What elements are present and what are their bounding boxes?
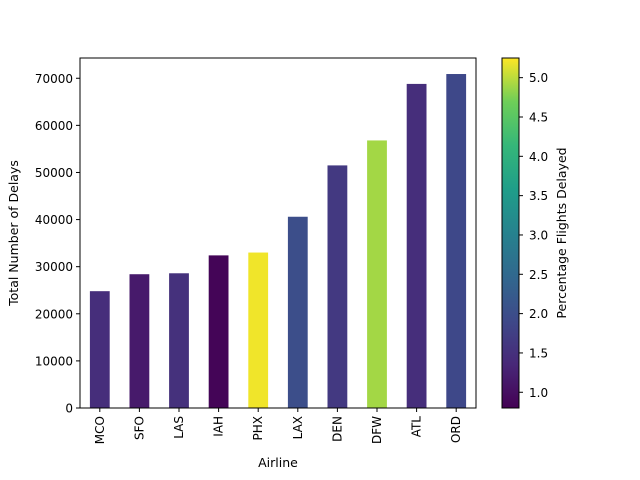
colorbar-tick-label: 5.0 xyxy=(529,71,548,85)
axes-frame xyxy=(79,57,477,409)
colorbar-tick-label: 2.5 xyxy=(529,268,548,282)
bar-mco xyxy=(89,291,110,408)
colorbar-tick-label: 1.0 xyxy=(529,386,548,400)
colorbar-tick-label: 4.0 xyxy=(529,150,548,164)
y-tick-label: 30000 xyxy=(35,260,73,274)
y-tick-label: 20000 xyxy=(35,307,73,321)
bars-group xyxy=(89,74,467,409)
bar-sfo xyxy=(129,274,150,408)
colorbar-tick-label: 3.5 xyxy=(529,189,548,203)
y-tick-label: 60000 xyxy=(35,119,73,133)
x-tick-label: ATL xyxy=(410,416,424,438)
plot-area xyxy=(79,57,477,409)
x-tick-label: DEN xyxy=(330,416,344,442)
colorbar-tick-label: 3.0 xyxy=(529,228,548,242)
colorbar-gradient xyxy=(501,57,520,409)
bar-lax xyxy=(287,216,308,408)
bar-iah xyxy=(208,255,229,408)
y-axis-label: Total Number of Delays xyxy=(6,160,21,307)
colorbar-label: Percentage Flights Delayed xyxy=(554,147,569,318)
colorbar: 1.0 1.5 2.0 2.5 3.0 3.5 4.0 4.5 5.0 Percentage F… xyxy=(501,57,569,409)
colorbar-tick-label: 4.5 xyxy=(529,110,548,124)
bar-ord xyxy=(446,74,467,409)
bar-phx xyxy=(248,252,269,408)
y-tick-label: 40000 xyxy=(35,213,73,227)
x-tick-label: PHX xyxy=(251,416,265,440)
y-tick-label: 50000 xyxy=(35,166,73,180)
bar-dfw xyxy=(367,140,387,408)
y-tick-label: 0 xyxy=(65,402,73,416)
colorbar-tick-label: 1.5 xyxy=(529,346,548,360)
y-tick-label: 70000 xyxy=(35,72,73,86)
x-tick-label: DFW xyxy=(370,416,384,444)
y-tick-label: 10000 xyxy=(35,354,73,368)
bar-las xyxy=(169,273,189,408)
x-tick-label: IAH xyxy=(212,416,226,437)
x-axis: MCO SFO LAS IAH PHX LAX DEN DFW ATL ORD xyxy=(93,408,463,444)
bar-atl xyxy=(406,83,427,408)
x-tick-label: ORD xyxy=(449,416,463,443)
y-axis: 0 10000 20000 30000 40000 50000 60000 70000 xyxy=(35,72,80,416)
colorbar-tick-label: 2.0 xyxy=(529,307,548,321)
colorbar-ticks: 1.0 1.5 2.0 2.5 3.0 3.5 4.0 4.5 5.0 xyxy=(519,71,548,400)
bar-den xyxy=(327,165,348,408)
x-tick-label: LAX xyxy=(291,416,305,439)
x-tick-label: LAS xyxy=(172,416,186,439)
x-tick-label: SFO xyxy=(132,416,146,440)
x-axis-label: Airline xyxy=(258,455,298,470)
x-tick-label: MCO xyxy=(93,416,107,444)
